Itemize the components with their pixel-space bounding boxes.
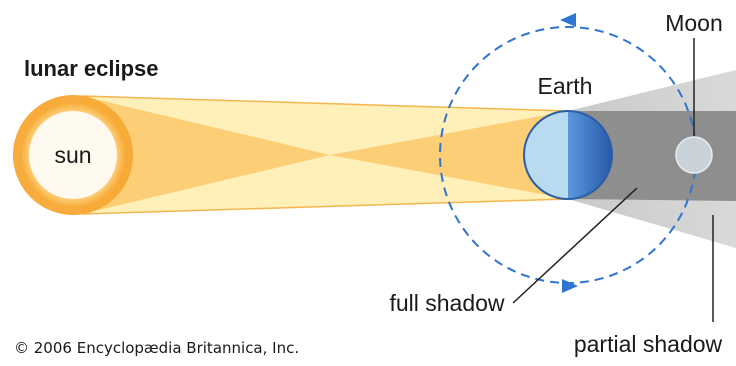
- full-shadow-label: full shadow: [389, 290, 504, 316]
- earth-label: Earth: [538, 73, 593, 99]
- partial-shadow-label: partial shadow: [574, 331, 723, 357]
- sun-label: sun: [54, 142, 91, 168]
- sunlight-cone-right: [330, 111, 568, 199]
- moon-label: Moon: [665, 10, 723, 36]
- orbit-arrow-top: [560, 13, 576, 27]
- sunlight-cone-left: [82, 96, 330, 214]
- sun-core: [29, 111, 117, 199]
- full-shadow-leader-line: [512, 187, 638, 304]
- diagram-title: lunar eclipse: [24, 56, 159, 81]
- copyright-notice: © 2006 Encyclopædia Britannica, Inc.: [14, 339, 299, 357]
- moon: [675, 136, 713, 174]
- orbit-arrow-bottom: [562, 279, 578, 293]
